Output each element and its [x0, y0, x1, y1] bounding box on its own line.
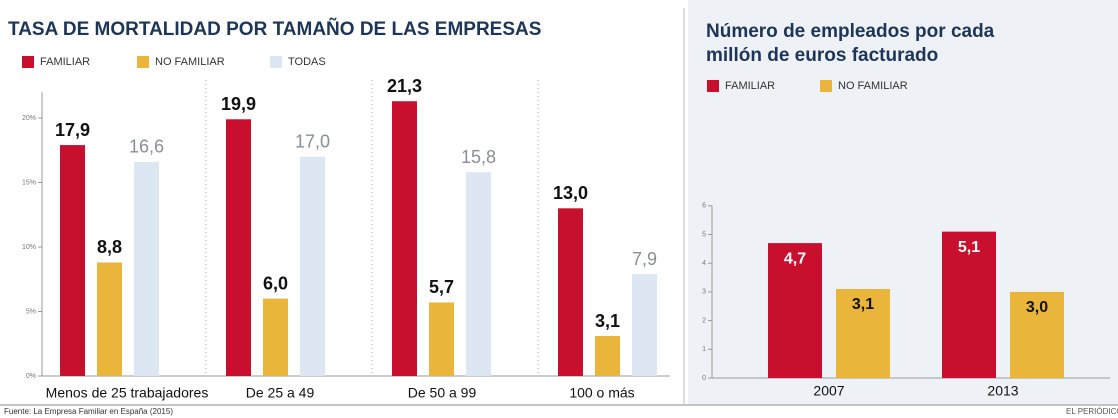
x-tick-label: De 50 a 99 [408, 385, 477, 401]
credit: EL PERIÓDICO [1066, 407, 1118, 416]
value-label: 5,1 [958, 239, 980, 256]
value-label: 8,8 [97, 237, 122, 257]
bar [263, 298, 288, 376]
source: Fuente: La Empresa Familiar en España (2… [4, 407, 173, 416]
legend-label: TODAS [288, 56, 326, 68]
chart-title: TASA DE MORTALIDAD POR TAMAÑO DE LAS EMP… [8, 18, 541, 40]
x-tick-label: Menos de 25 trabajadores [46, 385, 209, 401]
bar [466, 172, 491, 376]
bar [226, 119, 251, 376]
y-tick-label: 20% [22, 115, 36, 122]
value-label: 13,0 [553, 183, 588, 203]
x-tick-label: 100 o más [569, 385, 634, 401]
legend-label: FAMILIAR [40, 56, 90, 68]
x-tick-label: 2007 [813, 383, 844, 399]
bar [632, 274, 657, 376]
y-tick-label: 5% [26, 308, 36, 315]
value-label: 3,1 [852, 296, 874, 313]
value-label: 3,0 [1026, 299, 1048, 316]
legend-label: NO FAMILIAR [155, 56, 225, 68]
legend-label: FAMILIAR [725, 80, 775, 92]
legend-swatch [820, 80, 832, 92]
value-label: 19,9 [221, 94, 256, 114]
value-label: 15,8 [461, 147, 496, 167]
value-label: 16,6 [129, 137, 164, 157]
chart-title: Número de empleados por cada millón de e… [706, 21, 995, 66]
value-label: 3,1 [595, 311, 620, 331]
y-tick-label: 1 [702, 346, 706, 353]
y-tick-label: 15% [22, 179, 36, 186]
bar [1010, 291, 1064, 378]
legend-swatch [707, 80, 719, 92]
x-tick-label: De 25 a 49 [246, 385, 315, 401]
bar [558, 208, 583, 376]
y-tick-label: 10% [22, 244, 36, 251]
bar [134, 161, 159, 376]
y-tick-label: 4 [702, 260, 706, 267]
value-label: 17,0 [295, 131, 330, 151]
legend-swatch [270, 56, 282, 68]
legend-swatch [22, 56, 34, 68]
y-tick-label: 2 [702, 317, 706, 324]
bar [942, 231, 996, 378]
x-tick-label: 2013 [987, 383, 1018, 399]
bar [429, 302, 454, 376]
value-label: 17,9 [55, 120, 90, 140]
y-tick-label: 0 [702, 375, 706, 382]
value-label: 21,3 [387, 76, 422, 96]
value-label: 7,9 [632, 249, 657, 269]
value-label: 6,0 [263, 273, 288, 293]
value-label: 4,7 [784, 250, 806, 267]
bar [60, 145, 85, 376]
bar [836, 289, 890, 378]
bar [392, 101, 417, 376]
y-tick-label: 6 [702, 203, 706, 210]
legend-label: NO FAMILIAR [838, 80, 908, 92]
legend-swatch [137, 56, 149, 68]
bar [300, 156, 325, 376]
y-tick-label: 5 [702, 231, 706, 238]
bar [97, 262, 122, 376]
bar [768, 243, 822, 378]
bar [595, 336, 620, 376]
y-tick-label: 3 [702, 289, 706, 296]
value-label: 5,7 [429, 277, 454, 297]
y-tick-label: 0% [26, 373, 36, 380]
